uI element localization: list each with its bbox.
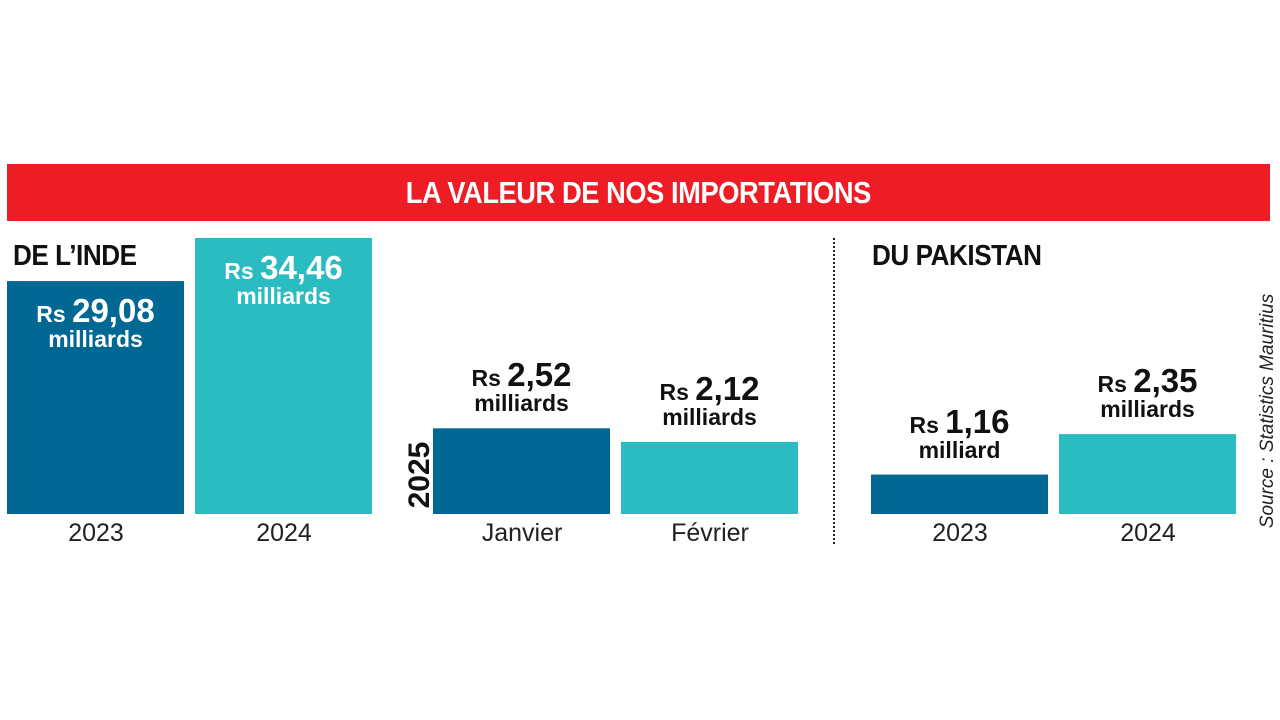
- bar-value-label: Rs 29,08 milliards: [0, 294, 206, 351]
- unit-label: milliards: [236, 283, 331, 309]
- bar-value-label: Rs 2,35 milliards: [1038, 364, 1258, 421]
- unit-label: milliards: [48, 326, 143, 353]
- value-number: 2,12: [695, 369, 760, 407]
- category-label: 2023: [68, 519, 124, 547]
- chart-title: LA VALEUR DE NOS IMPORTATIONS: [405, 174, 872, 210]
- bar-value-label: Rs 1,16 milliard: [850, 405, 1070, 462]
- category-label: Février: [671, 519, 749, 547]
- bar-0-0: [7, 281, 184, 514]
- bar-2-0: [871, 474, 1048, 514]
- currency-label: Rs: [909, 411, 946, 438]
- category-label: 2023: [932, 519, 988, 547]
- currency-label: Rs: [224, 258, 261, 284]
- value-number: 29,08: [72, 292, 155, 330]
- bar-value-label: Rs 2,52 milliards: [412, 358, 632, 415]
- currency-label: Rs: [471, 365, 508, 392]
- value-number: 34,46: [260, 249, 343, 286]
- unit-label: milliards: [474, 390, 569, 417]
- side-label-2025: 2025: [403, 441, 436, 509]
- panel-title-pakistan: DU PAKISTAN: [872, 240, 1042, 272]
- panel-title-india: DE L’INDE: [13, 240, 137, 272]
- bar-2-1: [1059, 434, 1236, 514]
- category-label: Janvier: [481, 519, 563, 547]
- bar-1-0: [433, 428, 610, 514]
- bar-value-label: Rs 2,12 milliards: [600, 372, 820, 429]
- title-banner: LA VALEUR DE NOS IMPORTATIONS: [7, 164, 1270, 221]
- bar-0-1: [195, 238, 372, 514]
- source-note: Source : Statistics Mauritius: [1257, 293, 1278, 529]
- value-number: 1,16: [945, 402, 1010, 440]
- category-label: 2024: [1120, 519, 1176, 547]
- category-label: 2024: [256, 519, 312, 547]
- value-number: 2,35: [1133, 362, 1198, 400]
- unit-label: milliards: [1100, 396, 1195, 423]
- currency-label: Rs: [659, 378, 696, 405]
- currency-label: Rs: [1097, 371, 1134, 398]
- bar-1-1: [621, 441, 798, 514]
- unit-label: milliards: [662, 403, 757, 430]
- unit-label: milliard: [918, 436, 1001, 463]
- bar-value-label: Rs 34,46 milliards: [174, 251, 394, 308]
- value-number: 2,52: [507, 356, 572, 394]
- panel-divider: [833, 238, 835, 544]
- currency-label: Rs: [36, 301, 73, 328]
